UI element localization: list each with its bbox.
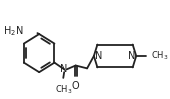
Text: N: N — [61, 64, 68, 74]
Text: H$_2$N: H$_2$N — [3, 24, 23, 38]
Text: CH$_3$: CH$_3$ — [55, 84, 72, 96]
Text: N: N — [95, 51, 102, 61]
Text: CH$_3$: CH$_3$ — [151, 50, 169, 62]
Text: O: O — [72, 81, 79, 91]
Text: N: N — [128, 51, 135, 61]
